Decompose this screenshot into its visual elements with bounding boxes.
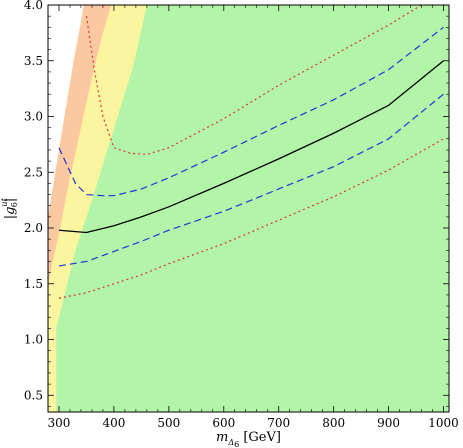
y-tick-label: 2.5 bbox=[24, 165, 43, 179]
x-tick-label: 900 bbox=[377, 416, 400, 430]
y-tick-label: 3.0 bbox=[24, 110, 43, 124]
y-tick-label: 3.5 bbox=[24, 54, 43, 68]
x-tick-label: 700 bbox=[267, 416, 290, 430]
y-axis-title: |gut6| bbox=[0, 197, 19, 219]
y-tick-label: 1.0 bbox=[24, 333, 43, 347]
x-axis-title: mΔ6 [GeV] bbox=[216, 430, 281, 448]
y-axis: 0.5 1.0 1.5 2.0 2.5 3.0 3.5 4.0 bbox=[24, 0, 449, 407]
y-tick-label: 4.0 bbox=[24, 0, 43, 12]
x-tick-label: 300 bbox=[48, 416, 71, 430]
region-green bbox=[56, 5, 449, 412]
series-line-dashed-2 bbox=[58, 93, 444, 267]
plot-frame bbox=[47, 4, 450, 413]
y-tick-label: 2.0 bbox=[24, 221, 43, 235]
x-tick-label: 1000 bbox=[428, 416, 459, 430]
series-line-dashed-1 bbox=[58, 26, 444, 197]
x-tick-label: 600 bbox=[212, 416, 235, 430]
series-line-solid-0 bbox=[58, 60, 444, 234]
x-tick-label: 400 bbox=[102, 416, 125, 430]
series-line-dotted-3 bbox=[85, 5, 422, 156]
y-tick-label: 0.5 bbox=[24, 388, 43, 402]
y-tick-label: 1.5 bbox=[24, 277, 43, 291]
regions-layer bbox=[48, 5, 449, 412]
series-layer bbox=[58, 5, 444, 299]
x-axis: 300 400 500 600 700 800 900 1000 bbox=[48, 5, 459, 430]
x-tick-label: 800 bbox=[322, 416, 345, 430]
x-tick-label: 500 bbox=[157, 416, 180, 430]
